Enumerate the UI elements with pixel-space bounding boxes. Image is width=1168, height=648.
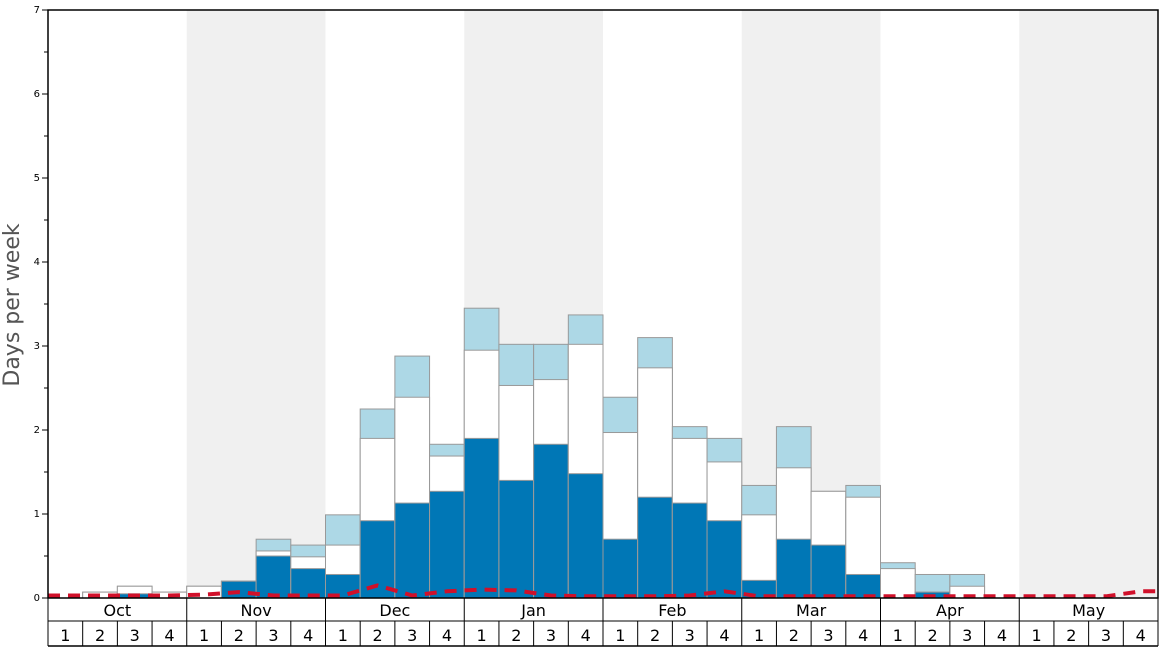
week-label: 1 <box>1032 626 1042 645</box>
x-axis: Oct Nov Dec Jan Feb Mar Apr May 1 2 3 4 1 2 3 4 1 2 3 4 1 2 3 4… <box>47 598 1159 647</box>
bar-dark <box>498 479 535 599</box>
week-label: 2 <box>789 626 799 645</box>
y-tick-label: 1 <box>34 509 40 520</box>
bar-dark <box>394 502 431 599</box>
week-label: 4 <box>858 626 868 645</box>
week-label: 4 <box>719 626 729 645</box>
y-tick-label: 4 <box>34 257 40 268</box>
y-tick-label: 2 <box>34 425 40 436</box>
month-label-feb: Feb <box>658 601 686 620</box>
month-label-nov: Nov <box>241 601 272 620</box>
bar-dark <box>567 473 604 599</box>
week-label: 1 <box>338 626 348 645</box>
y-tick-label: 5 <box>34 173 40 184</box>
week-label: 3 <box>962 626 972 645</box>
week-label: 1 <box>60 626 70 645</box>
bar-dark <box>810 544 847 599</box>
week-label: 3 <box>546 626 556 645</box>
week-label: 2 <box>372 626 382 645</box>
month-label-mar: Mar <box>796 601 827 620</box>
dashed-line <box>48 583 1158 599</box>
bar-dark <box>671 502 708 599</box>
week-label: 4 <box>303 626 313 645</box>
month-shade-may <box>1019 10 1158 598</box>
week-label: 1 <box>754 626 764 645</box>
y-tick-label: 3 <box>34 341 40 352</box>
month-label-oct: Oct <box>104 601 132 620</box>
week-label: 1 <box>477 626 487 645</box>
week-label: 3 <box>823 626 833 645</box>
bar-dark <box>429 490 465 599</box>
month-label-apr: Apr <box>936 601 964 620</box>
week-label: 3 <box>268 626 278 645</box>
bar-dark <box>463 437 500 599</box>
week-label: 2 <box>1066 626 1076 645</box>
week-label: 2 <box>511 626 521 645</box>
week-label: 2 <box>95 626 105 645</box>
bar-dark <box>637 496 673 599</box>
week-label: 4 <box>442 626 452 645</box>
dashed-line-series <box>48 583 1158 599</box>
week-label: 4 <box>581 626 591 645</box>
bars <box>82 307 986 599</box>
week-label: 2 <box>650 626 660 645</box>
month-label-dec: Dec <box>379 601 410 620</box>
month-shade-nov <box>186 10 326 598</box>
y-tick-label: 0 <box>34 593 40 604</box>
y-axis-label: Days per week <box>0 223 25 386</box>
background-shading <box>186 10 1158 598</box>
week-label: 3 <box>1101 626 1111 645</box>
bar-dark <box>706 520 743 599</box>
week-label: 2 <box>234 626 244 645</box>
week-label: 4 <box>1136 626 1146 645</box>
bar-dark <box>255 555 292 599</box>
bar-dark <box>602 538 639 599</box>
week-label: 1 <box>199 626 209 645</box>
y-axis: 0 1 2 3 4 5 6 7 <box>34 5 48 604</box>
bar-dark <box>775 538 812 599</box>
week-label: 1 <box>893 626 903 645</box>
month-label-jan: Jan <box>520 601 546 620</box>
y-tick-label: 6 <box>34 89 40 100</box>
bar-dark <box>533 443 569 599</box>
week-label: 1 <box>615 626 625 645</box>
week-label: 4 <box>997 626 1007 645</box>
week-label: 2 <box>927 626 937 645</box>
y-tick-label: 7 <box>34 5 40 16</box>
week-label: 3 <box>407 626 417 645</box>
bar-dark <box>220 580 257 599</box>
bar-mid <box>880 568 916 599</box>
week-label: 3 <box>685 626 695 645</box>
week-label: 3 <box>130 626 140 645</box>
week-label: 4 <box>164 626 174 645</box>
month-label-may: May <box>1072 601 1105 620</box>
